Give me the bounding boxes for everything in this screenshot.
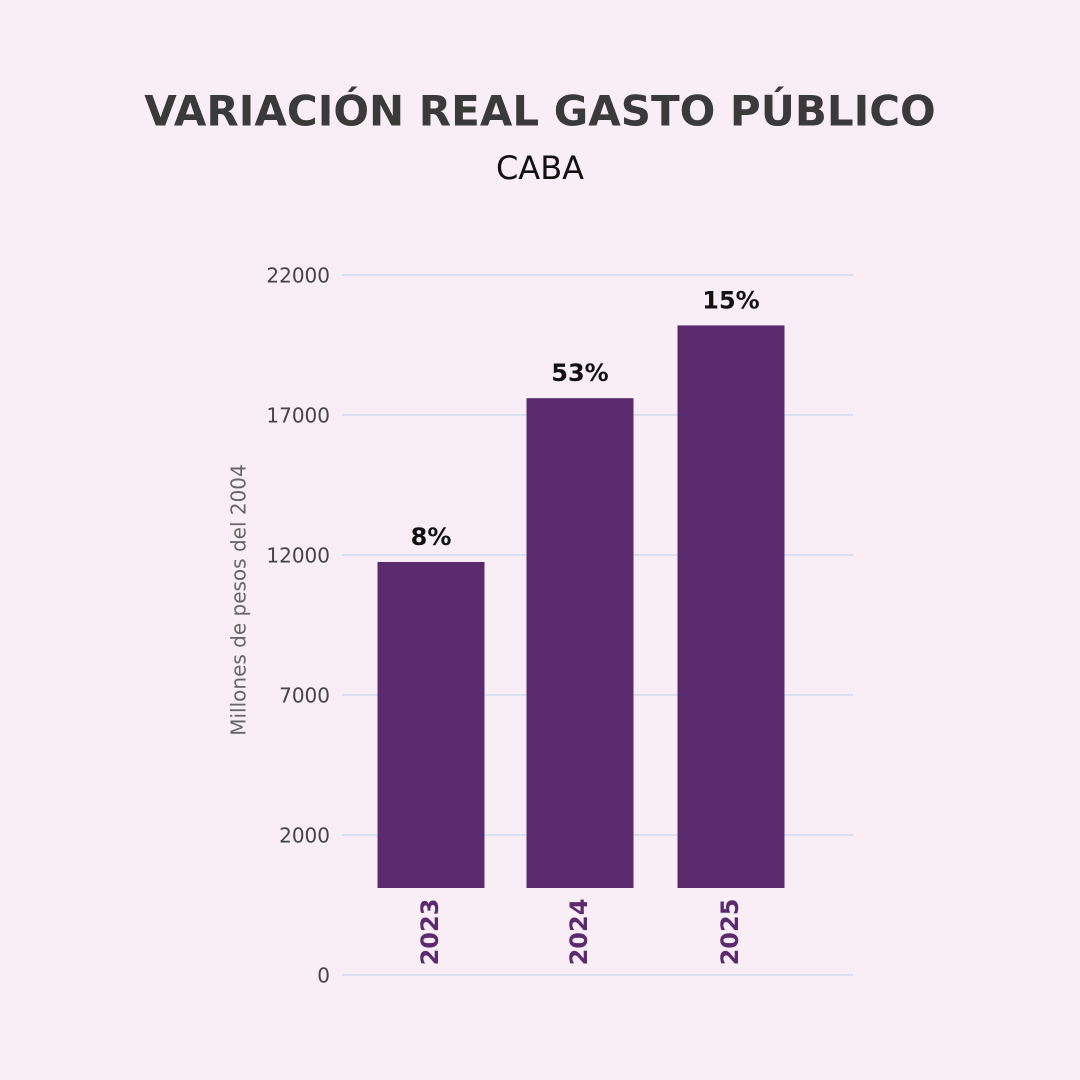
bar-label: 8% <box>411 523 452 551</box>
y-tick-label: 0 <box>317 964 330 988</box>
y-tick-label: 2000 <box>279 824 330 848</box>
chart-subtitle: CABA <box>496 149 584 187</box>
bar <box>677 325 785 888</box>
bar-label: 53% <box>551 359 608 387</box>
bar <box>526 398 634 888</box>
y-tick-label: 22000 <box>266 264 330 288</box>
x-tick-label: 2023 <box>416 899 444 966</box>
y-tick-label: 7000 <box>279 684 330 708</box>
x-tick-label: 2024 <box>565 899 593 966</box>
bar-label: 15% <box>702 286 759 314</box>
y-tick-label: 17000 <box>266 404 330 428</box>
x-tick-label: 2025 <box>716 899 744 966</box>
y-axis-title: Millones de pesos del 2004 <box>227 464 251 736</box>
bar <box>377 562 485 888</box>
chart-title: VARIACIÓN REAL GASTO PÚBLICO <box>144 86 936 136</box>
y-tick-label: 12000 <box>266 544 330 568</box>
